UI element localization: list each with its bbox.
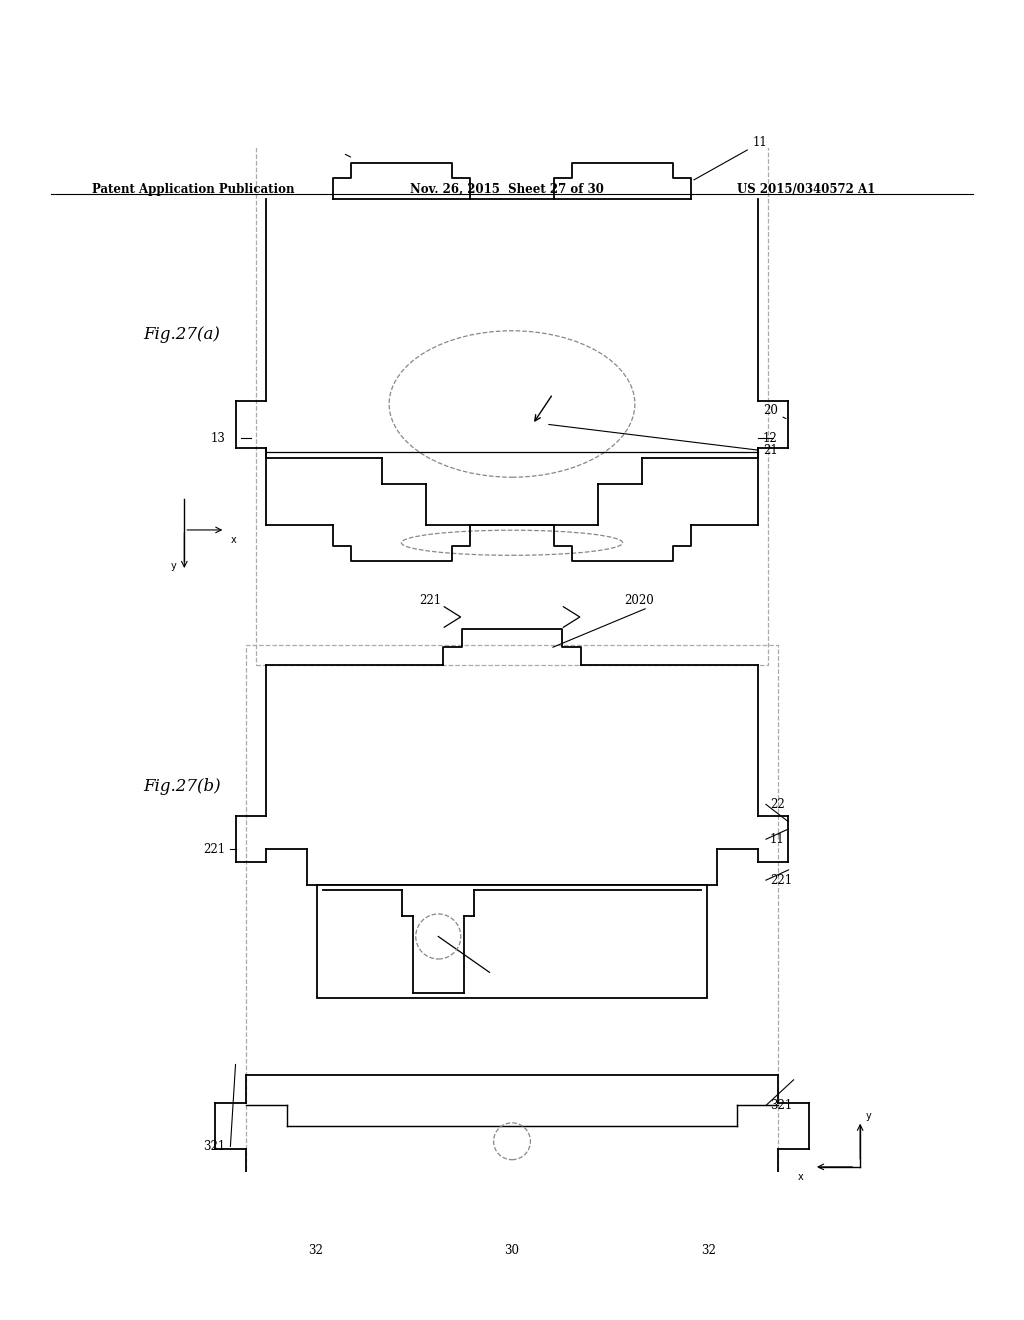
- Text: US 2015/0340572 A1: US 2015/0340572 A1: [737, 182, 876, 195]
- Text: Nov. 26, 2015  Sheet 27 of 30: Nov. 26, 2015 Sheet 27 of 30: [410, 182, 603, 195]
- Bar: [256, 143, 768, 665]
- Text: 11: 11: [694, 136, 767, 180]
- Text: 32: 32: [308, 1243, 323, 1257]
- Text: 11: 11: [770, 833, 784, 846]
- Text: Fig.27(b): Fig.27(b): [143, 779, 221, 796]
- Text: 321: 321: [203, 1140, 225, 1152]
- Text: y: y: [865, 1110, 871, 1121]
- Text: 13: 13: [210, 432, 225, 445]
- Text: 221: 221: [419, 594, 441, 607]
- Text: x: x: [798, 1172, 804, 1181]
- Text: 32: 32: [701, 1243, 716, 1257]
- Text: 221: 221: [203, 843, 225, 855]
- Text: y: y: [170, 561, 176, 570]
- Text: x: x: [230, 535, 237, 545]
- Text: 22: 22: [770, 797, 784, 810]
- Bar: [246, 644, 778, 1229]
- Text: 30: 30: [505, 1243, 519, 1257]
- Text: 321: 321: [770, 1100, 793, 1111]
- Bar: [317, 886, 707, 998]
- Text: 21: 21: [763, 444, 777, 457]
- Text: 20: 20: [763, 404, 786, 418]
- Text: Patent Application Publication: Patent Application Publication: [92, 182, 295, 195]
- Text: Fig.27(a): Fig.27(a): [143, 326, 220, 343]
- Text: 12: 12: [763, 432, 777, 445]
- Text: 2020: 2020: [625, 594, 654, 607]
- Text: 221: 221: [770, 874, 793, 887]
